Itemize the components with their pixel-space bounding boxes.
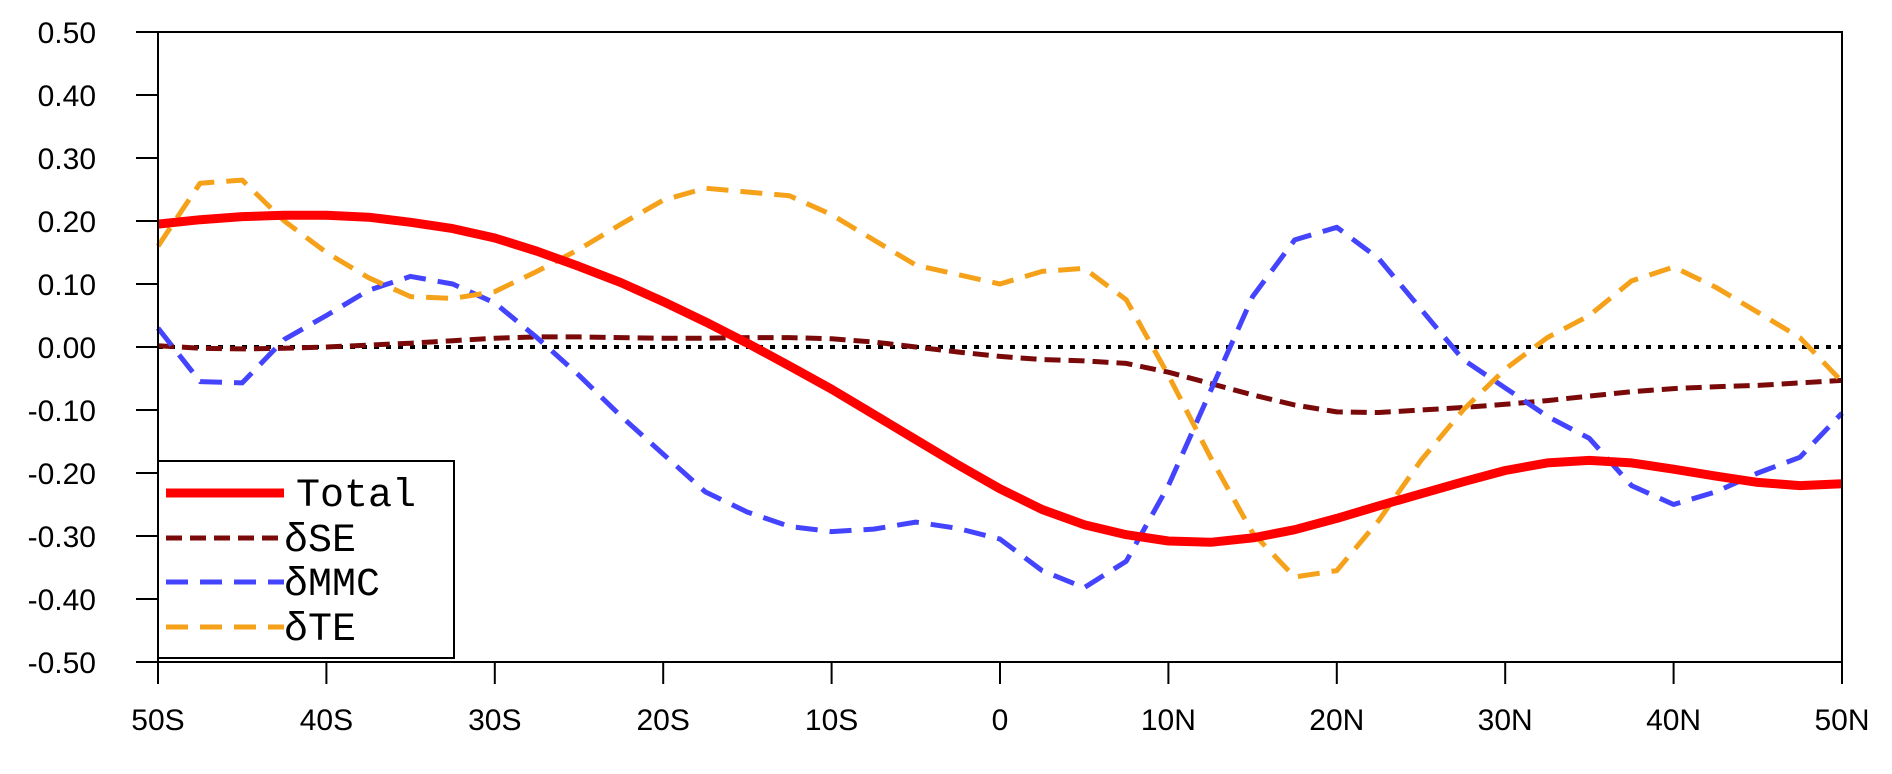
y-tick-label: -0.30 xyxy=(28,521,96,554)
x-tick-label: 10N xyxy=(1141,704,1196,737)
x-tick-label: 10S xyxy=(805,704,858,737)
y-tick-label: 0.20 xyxy=(38,206,96,239)
x-axis: 50S 40S 30S 20S 10S 0 10N 20N 30N 40N 50N xyxy=(131,662,1870,737)
y-tick-label: -0.40 xyxy=(28,584,96,617)
x-tick-label: 0 xyxy=(992,704,1009,737)
y-tick-label: -0.50 xyxy=(28,647,96,680)
x-tick-label: 30S xyxy=(468,704,521,737)
y-tick-label: -0.10 xyxy=(28,395,96,428)
legend-label: δMMC xyxy=(284,563,380,608)
series-line-te xyxy=(155,177,1844,580)
series-line-se xyxy=(157,334,1843,415)
y-tick-label: 0.30 xyxy=(38,143,96,176)
y-tick-label: 0.40 xyxy=(38,80,96,113)
x-tick-label: 20S xyxy=(637,704,690,737)
legend-label: Total xyxy=(296,474,416,519)
y-tick-label: 0.50 xyxy=(38,17,96,50)
y-tick-label: -0.20 xyxy=(28,458,96,491)
x-tick-label: 30N xyxy=(1478,704,1533,737)
series-layer xyxy=(155,177,1844,591)
x-tick-label: 50S xyxy=(131,704,184,737)
y-tick-label: 0.00 xyxy=(38,332,96,365)
legend-label: δTE xyxy=(284,608,356,653)
legend-label: δSE xyxy=(284,519,356,564)
x-tick-label: 40S xyxy=(300,704,353,737)
series-line-mmc xyxy=(156,224,1844,591)
y-axis: 0.50 0.40 0.30 0.20 0.10 0.00 -0.10 -0.20 -0.30 -… xyxy=(28,17,158,680)
y-tick-label: 0.10 xyxy=(38,269,96,302)
x-tick-label: 40N xyxy=(1646,704,1701,737)
series-line-total xyxy=(157,210,1843,547)
x-tick-label: 20N xyxy=(1309,704,1364,737)
x-tick-label: 50N xyxy=(1814,704,1869,737)
